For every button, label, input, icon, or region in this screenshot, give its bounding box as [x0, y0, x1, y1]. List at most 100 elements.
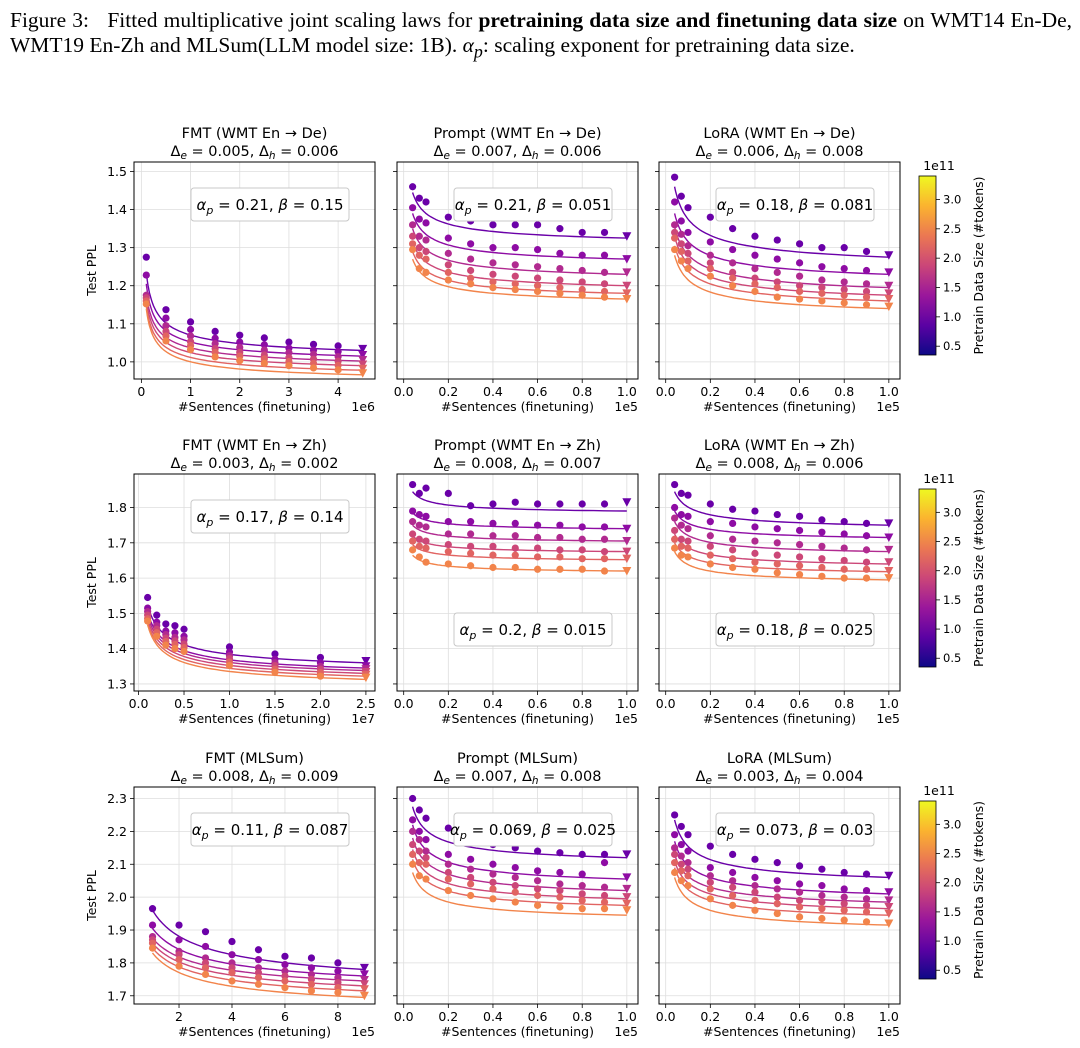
- data-point: [751, 888, 759, 896]
- subplot-9: 0.0 0.2 0.4 0.6 0.8 1.0 #Sentences (finetuning…: [655, 751, 901, 1039]
- data-point: [671, 535, 679, 543]
- x-tick-label: 0.4: [483, 1009, 503, 1024]
- data-point: [211, 353, 219, 361]
- data-point: [533, 901, 542, 909]
- data-point: [622, 289, 632, 298]
- data-point: [415, 806, 423, 814]
- data-point: [236, 338, 244, 346]
- annotation-text: αp = 0.2, β = 0.015: [460, 621, 607, 642]
- data-point: [422, 219, 430, 227]
- data-point: [254, 946, 263, 954]
- data-point: [818, 276, 826, 284]
- subplot-6: 0.0 0.2 0.4 0.6 0.8 1.0 #Sentences (finetuning…: [655, 438, 901, 726]
- data-point: [415, 872, 423, 880]
- data-point: [467, 280, 475, 288]
- colorbar-tick-label: 2.0: [943, 564, 961, 578]
- data-point: [884, 281, 894, 291]
- y-tick-label: 1.5: [107, 164, 127, 179]
- data-point: [359, 991, 369, 1001]
- data-point: [148, 921, 157, 929]
- data-point: [511, 272, 519, 280]
- data-point: [489, 519, 497, 527]
- data-point: [773, 293, 781, 301]
- x-axis-label: #Sentences (finetuning): [703, 399, 856, 414]
- fit-curve: [673, 226, 889, 289]
- fit-curve: [412, 512, 627, 530]
- data-point: [467, 865, 475, 873]
- fit-curve: [673, 854, 889, 903]
- data-point: [600, 555, 609, 563]
- x-tick-label: 0.0: [656, 1009, 676, 1024]
- x-tick-label: 2.5: [356, 696, 376, 711]
- subplot-deltas: Δe = 0.008, Δh = 0.006: [696, 456, 864, 474]
- y-tick-label: 1.7: [107, 988, 127, 1003]
- data-point: [773, 551, 781, 559]
- fit-curve: [145, 299, 363, 367]
- data-point: [533, 500, 542, 508]
- annotation-box: [715, 612, 875, 647]
- y-tick-label: 1.1: [107, 316, 127, 331]
- data-point: [422, 814, 430, 822]
- data-point: [162, 332, 170, 340]
- data-point: [211, 339, 219, 348]
- data-point: [148, 939, 157, 947]
- data-point: [467, 502, 475, 510]
- x-tick-label: 0.2: [438, 384, 458, 399]
- data-point: [489, 284, 497, 292]
- fit-curve: [412, 554, 627, 572]
- data-point: [281, 977, 289, 985]
- data-point: [489, 870, 497, 878]
- data-point: [600, 293, 609, 301]
- data-point: [281, 983, 289, 992]
- data-point: [818, 263, 826, 271]
- data-point: [773, 859, 781, 867]
- data-point: [729, 868, 737, 877]
- data-point: [729, 268, 737, 277]
- axes-frame: [133, 473, 376, 692]
- x-tick-label: 0.4: [483, 696, 503, 711]
- data-point: [840, 885, 848, 893]
- data-point: [622, 255, 632, 264]
- data-point: [533, 521, 542, 529]
- subplot-title: Prompt (MLSum): [457, 751, 578, 767]
- data-point: [489, 895, 497, 903]
- data-point: [444, 886, 452, 895]
- data-point: [228, 937, 236, 946]
- data-point: [422, 236, 430, 244]
- data-point: [511, 863, 519, 872]
- caption-alpha-symbol: α: [462, 33, 474, 57]
- data-point: [409, 518, 417, 526]
- data-point: [533, 274, 542, 282]
- data-point: [533, 245, 542, 254]
- data-point: [677, 877, 685, 885]
- colorbar-tick-label: 1.5: [943, 593, 961, 607]
- x-axis-exponent: 1e5: [876, 399, 900, 414]
- data-point: [533, 565, 542, 573]
- data-point: [706, 878, 714, 886]
- colorbar-tick-label: 1.5: [943, 905, 961, 919]
- data-point: [533, 891, 542, 900]
- data-point: [175, 951, 183, 959]
- data-point: [511, 888, 519, 896]
- x-tick-label: 0.5: [174, 696, 194, 711]
- data-point: [600, 287, 609, 296]
- data-point: [684, 544, 692, 552]
- data-point: [162, 322, 170, 330]
- data-point: [171, 645, 179, 653]
- data-point: [729, 225, 737, 233]
- data-point: [773, 510, 781, 519]
- data-point: [358, 355, 368, 365]
- data-point: [671, 811, 679, 819]
- fit-curve: [145, 272, 363, 352]
- x-tick-label: 0.2: [700, 384, 720, 399]
- y-axis-label: Test PPL: [84, 245, 99, 297]
- y-tick-label: 1.5: [107, 606, 127, 621]
- data-point: [285, 362, 293, 370]
- data-point: [225, 661, 234, 670]
- colorbar-tick-label: 3.0: [943, 192, 961, 206]
- fit-curve: [673, 255, 889, 310]
- data-point: [795, 259, 804, 267]
- data-point: [556, 276, 564, 284]
- data-point: [862, 519, 871, 527]
- data-point: [489, 563, 497, 572]
